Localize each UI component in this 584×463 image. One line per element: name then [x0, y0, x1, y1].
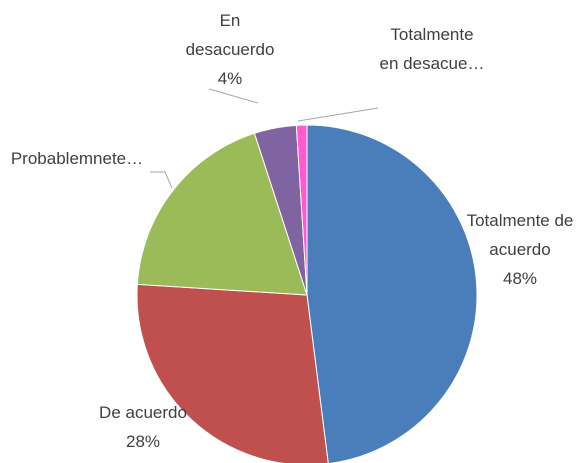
pie-slice — [295, 124, 308, 296]
value-label: 48% — [502, 269, 538, 288]
value-label: 28% — [125, 432, 161, 451]
data-label: Totalmente en desacue… — [379, 25, 485, 73]
data-label: Totalmente de acuerdo — [466, 211, 574, 259]
leader-line — [297, 107, 379, 122]
pie-slice — [306, 124, 478, 463]
leader-line — [150, 171, 173, 189]
leader-line — [208, 88, 259, 104]
pie-slice — [136, 283, 329, 463]
value-label: 4% — [217, 69, 243, 88]
data-label: En desacuerdo — [185, 11, 275, 59]
pie-slice — [136, 132, 308, 296]
data-label: Probablemnete… — [10, 149, 144, 168]
data-label: De acuerdo — [99, 403, 187, 422]
